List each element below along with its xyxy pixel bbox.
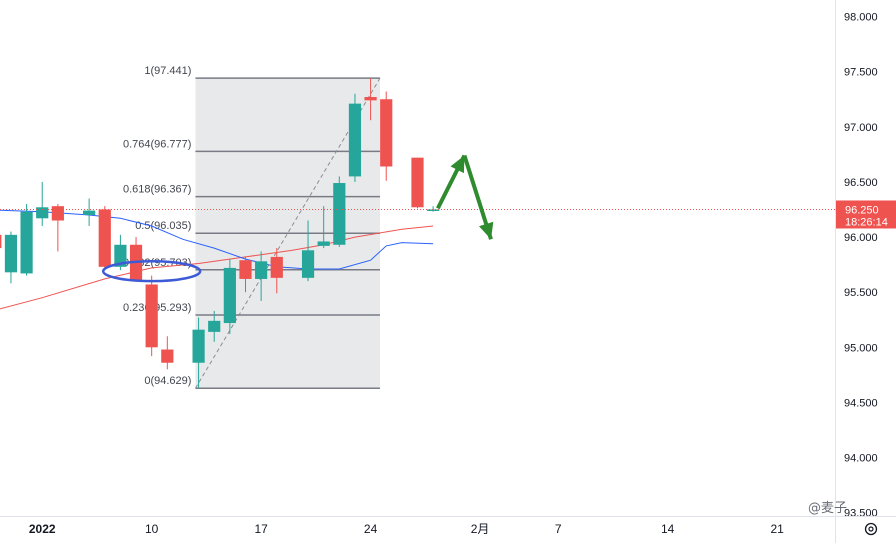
watermark: @麦子 <box>808 501 847 516</box>
time-tick-label: 14 <box>661 522 675 536</box>
fib-level-label: 0(94.629) <box>144 375 191 387</box>
bar-countdown: 18:26:14 <box>845 216 888 228</box>
candle-down <box>411 157 424 208</box>
candle-up <box>20 211 33 274</box>
candle-up <box>114 244 127 267</box>
last-price-value: 96.250 <box>845 204 879 216</box>
price-tick-label: 98.000 <box>844 12 878 24</box>
time-tick-label: 7 <box>555 522 562 536</box>
candle-up <box>255 261 268 279</box>
candle-down <box>380 99 393 167</box>
price-tick-label: 96.500 <box>844 177 878 189</box>
candle-down <box>145 284 158 348</box>
candle-up <box>4 234 18 273</box>
price-tick-label: 93.500 <box>844 508 878 520</box>
time-tick-label: 2月 <box>471 522 490 536</box>
price-tick-label: 97.500 <box>844 67 878 79</box>
gear-icon[interactable] <box>864 522 878 536</box>
price-axis[interactable]: 98.000 97.500 97.000 96.500 96.000 95.500 95.0… <box>835 0 896 543</box>
last-price-badge <box>836 200 896 229</box>
time-tick-label: 2022 <box>29 522 56 536</box>
candle-down <box>239 260 252 279</box>
highlight-ellipse[interactable] <box>101 260 202 283</box>
candle-up <box>208 320 221 332</box>
candle-down <box>270 256 283 278</box>
candle-up <box>317 241 330 246</box>
candle-down <box>0 234 2 249</box>
fib-level-label: 0.618(96.367) <box>123 184 192 196</box>
candle-down <box>364 97 377 101</box>
time-tick-label: 24 <box>364 522 378 536</box>
price-tick-label: 94.000 <box>844 453 878 465</box>
price-tick-label: 95.000 <box>844 342 878 354</box>
price-tick-label: 96.000 <box>844 232 878 244</box>
fib-level-label: 1(97.441) <box>144 65 191 77</box>
candle-down <box>51 206 64 221</box>
candle-up <box>333 183 346 245</box>
time-tick-label: 17 <box>254 522 268 536</box>
candle-up <box>36 207 49 219</box>
candle-up <box>427 209 440 211</box>
candle-up <box>83 210 96 215</box>
price-tick-label: 95.500 <box>844 287 878 299</box>
projection-arrow-head <box>479 221 494 240</box>
candle-down <box>98 209 111 267</box>
candle-down <box>161 349 174 363</box>
price-tick-label: 94.500 <box>844 397 878 409</box>
fib-level-label: 0.764(96.777) <box>123 138 192 150</box>
time-axis[interactable]: 2022 10 17 24 2月 7 14 21 <box>0 516 896 537</box>
plot-area[interactable]: 1(97.441) 0.764(96.777) 0.618(96.367) 0.5(9… <box>0 65 835 389</box>
fib-level-label: 0.5(96.035) <box>135 220 191 232</box>
time-tick-label: 21 <box>770 522 784 536</box>
time-tick-label: 10 <box>145 522 159 536</box>
candle-up <box>192 329 205 363</box>
candle-up <box>348 103 362 177</box>
price-tick-label: 97.000 <box>844 122 878 134</box>
candle-up <box>301 250 315 278</box>
candle-up <box>223 267 236 324</box>
projection-arrow-head <box>450 155 465 174</box>
